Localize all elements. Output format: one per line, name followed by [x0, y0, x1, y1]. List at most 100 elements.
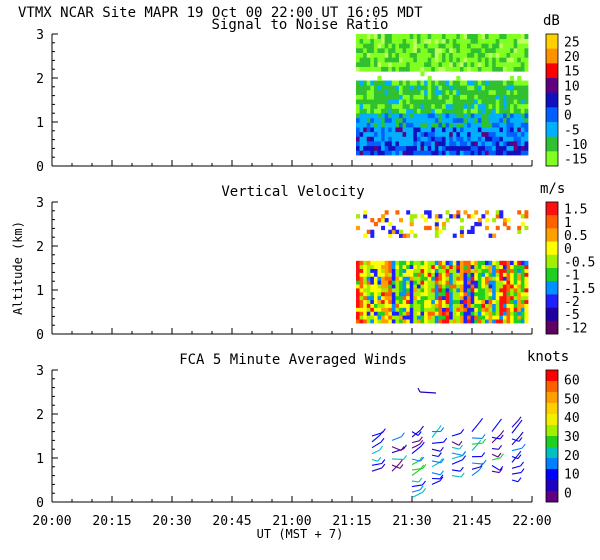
vv-cell: [474, 303, 479, 308]
vv-cell: [434, 276, 439, 281]
vv-cell: [492, 291, 497, 297]
snr-cell: [513, 117, 518, 123]
vv-cell: [463, 295, 468, 301]
snr-cell: [502, 122, 507, 128]
snr-cell: [442, 89, 446, 95]
snr-cell: [467, 127, 472, 133]
vv-cell: [366, 303, 371, 308]
vv-cell: [391, 229, 396, 235]
snr-cell: [373, 117, 378, 123]
vv-cell: [356, 214, 360, 219]
vv-cell: [391, 225, 396, 231]
vv-title: Vertical Velocity: [221, 184, 364, 200]
wind-barb: [451, 441, 460, 446]
vv-cell: [427, 291, 432, 297]
vv-cell: [452, 268, 457, 273]
vv-cell: [510, 272, 515, 277]
snr-cell: [492, 52, 497, 58]
snr-cell: [359, 108, 364, 114]
vv-cell: [513, 295, 518, 301]
snr-cell: [370, 47, 375, 54]
snr-cell: [499, 94, 504, 100]
vv-cell: [427, 280, 432, 285]
snr-cell: [366, 34, 371, 40]
vv-cell: [463, 264, 468, 269]
vv-cell: [467, 276, 472, 281]
snr-cell: [467, 122, 472, 128]
snr-cell: [356, 52, 360, 58]
snr-cell: [445, 94, 450, 100]
vv-cell: [470, 268, 475, 273]
vv-cell: [452, 291, 457, 297]
snr-cell: [356, 61, 360, 67]
snr-cell: [409, 103, 414, 109]
vv-cell: [373, 272, 378, 277]
snr-cell: [459, 61, 464, 67]
snr-cell: [399, 66, 403, 72]
vv-cell: [459, 272, 464, 277]
snr-cell: [474, 38, 479, 44]
vv-cell: [502, 276, 507, 281]
snr-cell: [524, 61, 529, 67]
wind-barb-flag: [400, 446, 405, 451]
snr-cell: [438, 122, 443, 128]
vv-cell: [395, 319, 400, 324]
snr-cell: [391, 145, 396, 151]
snr-cell: [463, 66, 468, 72]
vv-cell: [395, 268, 400, 273]
snr-cell: [438, 89, 443, 95]
snr-cell: [513, 38, 518, 44]
vv-cell: [506, 307, 511, 312]
snr-cell: [506, 66, 511, 72]
snr-cell: [399, 47, 403, 54]
snr-cell: [477, 89, 482, 95]
snr-cell: [363, 85, 368, 91]
wind-barb-flag: [518, 437, 523, 442]
vv-cell: [391, 284, 396, 289]
vv-cell: [413, 311, 418, 316]
snr-cell: [452, 38, 457, 44]
vv-cell: [395, 307, 400, 312]
vv-cell: [459, 291, 464, 297]
snr-cell: [424, 52, 429, 58]
wind-barb-flag: [497, 452, 502, 458]
vv-cell: [434, 307, 439, 312]
snr-cell: [413, 47, 418, 54]
snr-cell: [470, 85, 475, 91]
vv-cell: [459, 307, 464, 312]
snr-cell: [510, 66, 515, 72]
snr-cell: [449, 145, 454, 151]
snr-cell: [366, 38, 371, 44]
snr-unit-label: dB: [543, 13, 560, 29]
snr-cell: [409, 57, 414, 63]
snr-cell: [499, 66, 504, 72]
vv-cell: [442, 307, 446, 312]
vv-cell: [520, 311, 525, 316]
snr-cell: [391, 38, 396, 44]
colorbar-label: 5: [564, 94, 572, 109]
snr-cell: [445, 47, 450, 54]
colorbar-label: 40: [564, 411, 580, 426]
vv-cell: [427, 303, 432, 308]
snr-cell: [445, 127, 450, 133]
snr-cell: [395, 89, 400, 95]
vv-cell: [477, 288, 482, 293]
vv-cell: [356, 315, 360, 320]
snr-cell: [373, 85, 378, 91]
wind-barb: [511, 479, 519, 483]
snr-cell: [442, 38, 446, 44]
vv-cell: [384, 276, 389, 281]
snr-cell: [495, 52, 500, 58]
snr-cell: [485, 43, 489, 49]
snr-cell: [517, 75, 522, 81]
snr-cell: [481, 127, 486, 133]
snr-cell: [499, 150, 504, 156]
snr-cell: [452, 141, 457, 147]
vv-cell: [438, 295, 443, 301]
snr-cell: [399, 52, 403, 58]
vv-cell: [391, 280, 396, 285]
snr-cell: [381, 80, 386, 86]
vv-cell: [406, 288, 411, 293]
snr-cell: [395, 136, 400, 142]
colorbar-swatch: [546, 307, 558, 322]
